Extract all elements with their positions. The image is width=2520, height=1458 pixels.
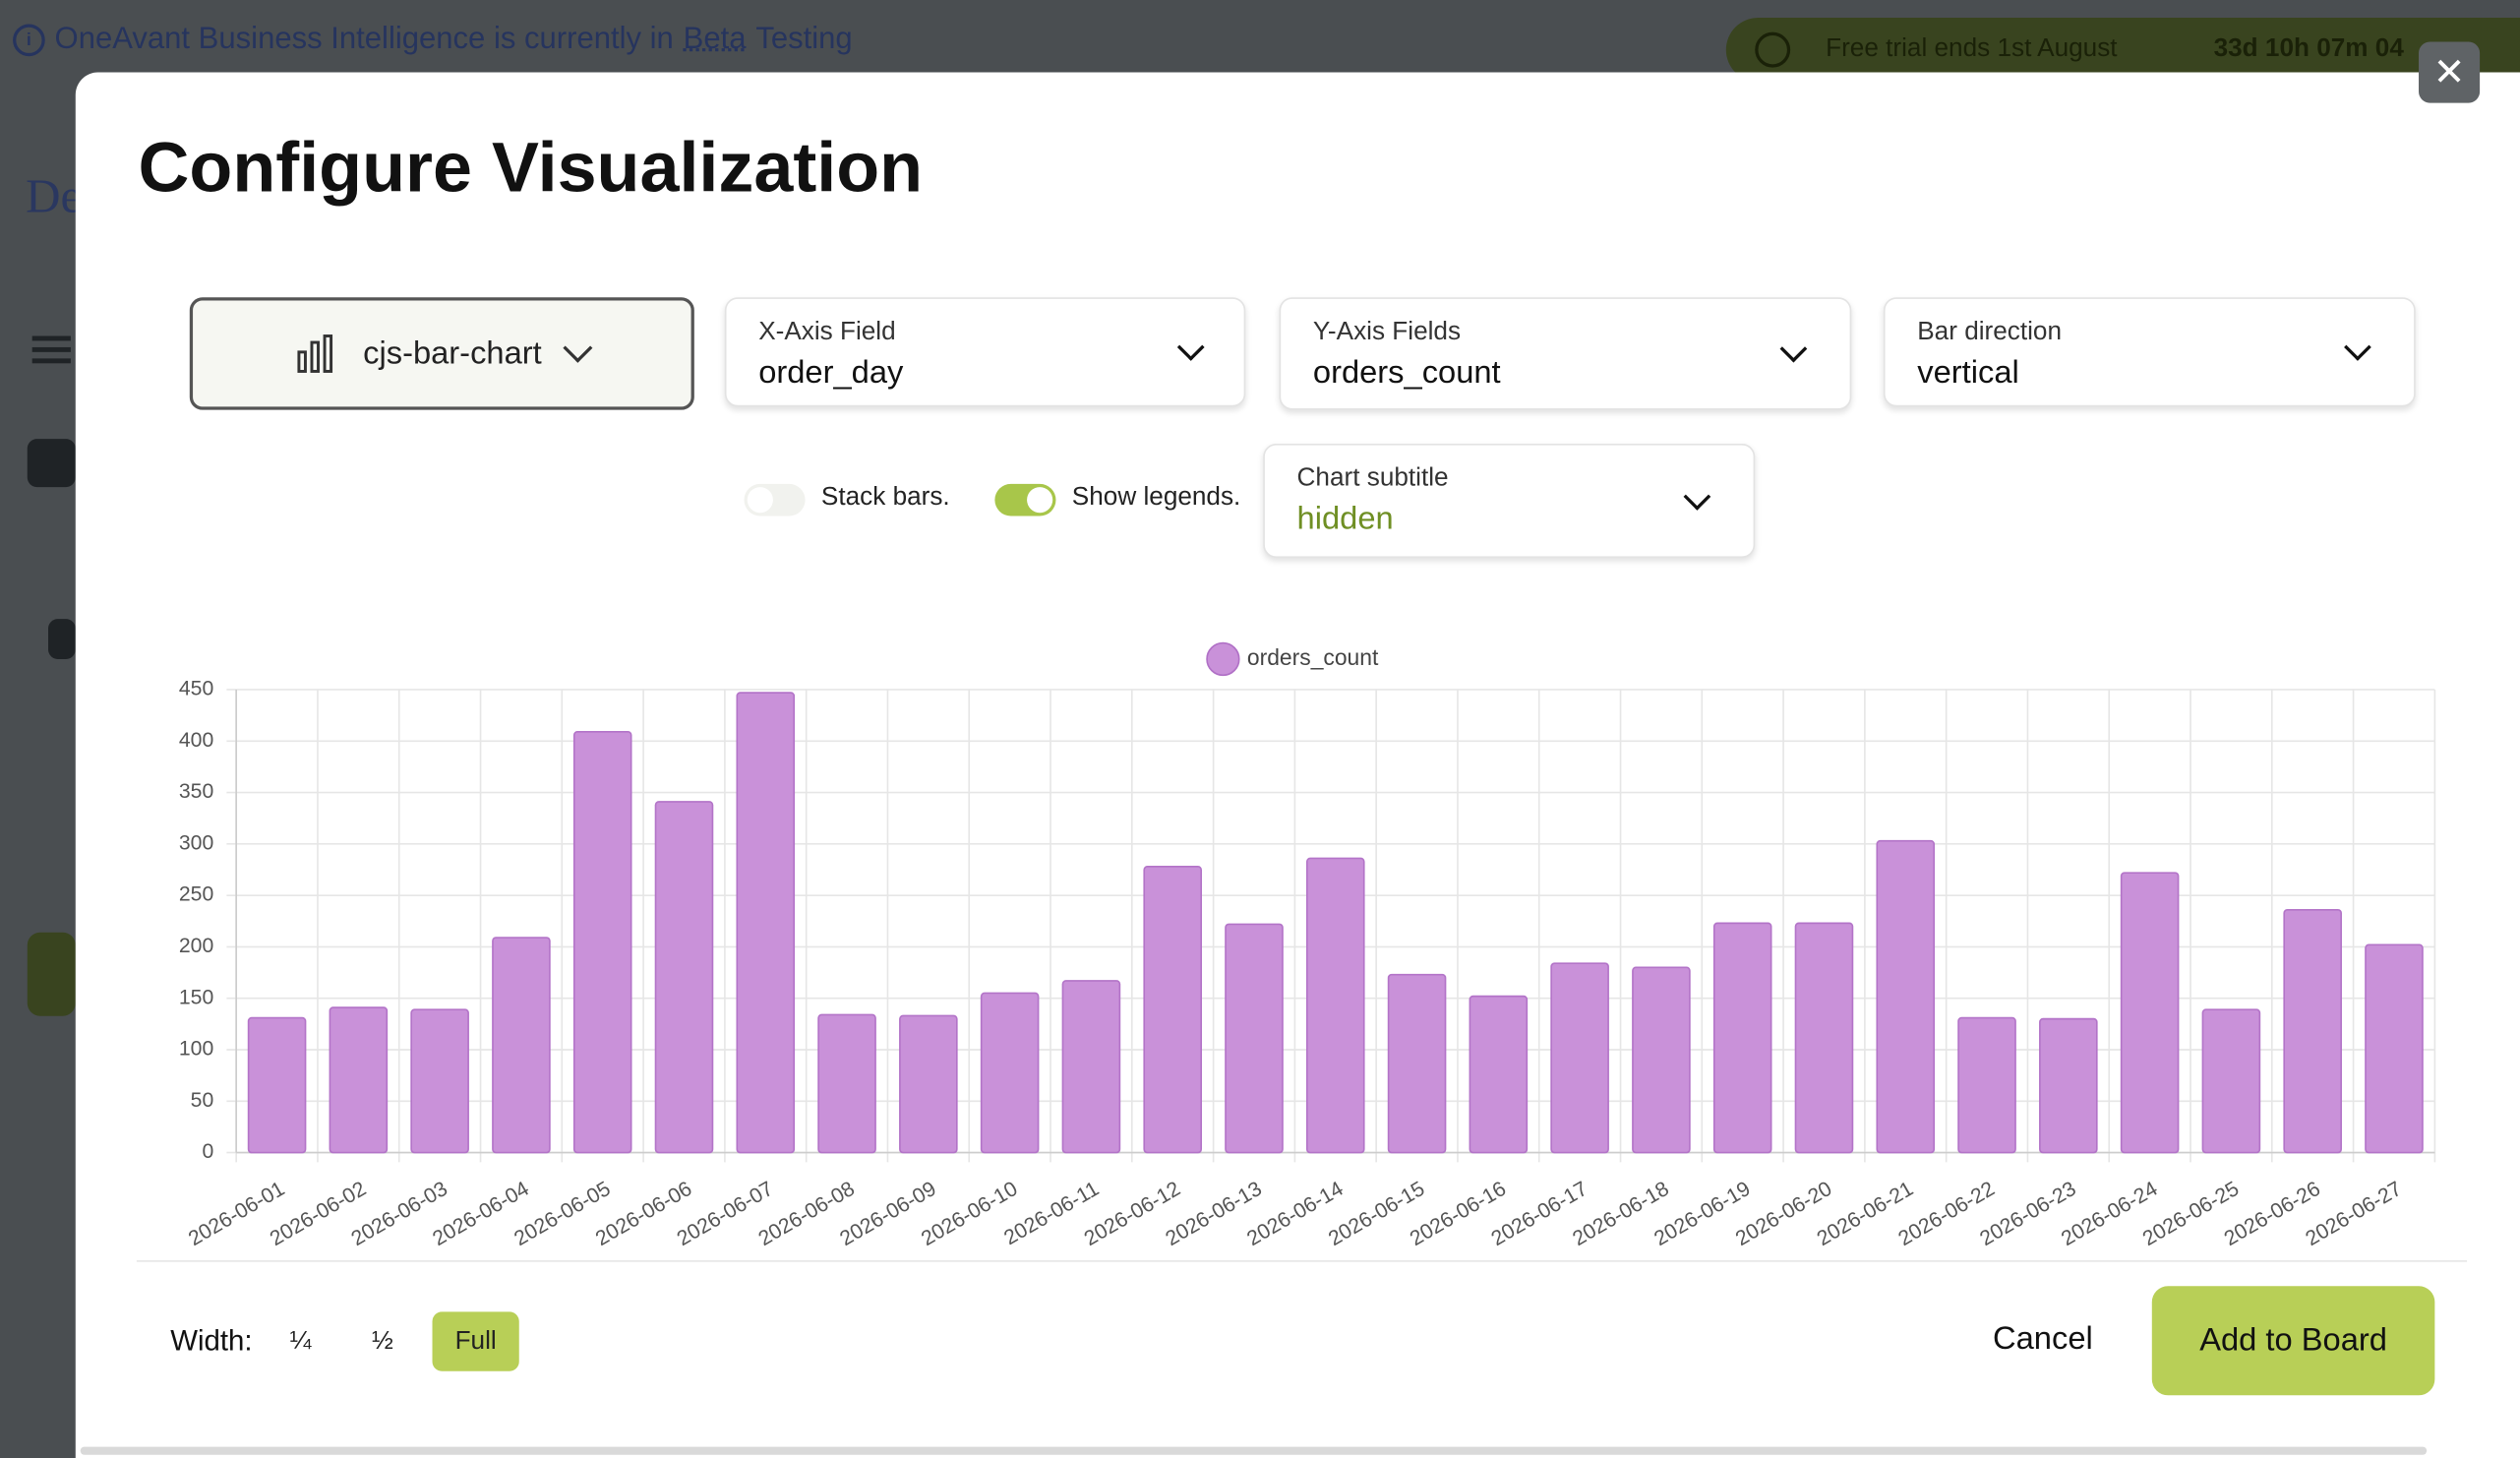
legend-swatch	[1206, 641, 1240, 677]
y-field-select[interactable]: Y-Axis Fields orders_count	[1279, 297, 1852, 410]
select-value: order_day	[758, 355, 904, 392]
sidebar-icon[interactable]	[48, 619, 76, 659]
bar	[2365, 943, 2424, 1154]
bar	[492, 937, 551, 1154]
sidebar-title: De	[26, 170, 83, 224]
add-button[interactable]: Add to Board	[2151, 1286, 2435, 1396]
y-tick-label: 150	[179, 985, 213, 1008]
y-tick-label: 400	[179, 728, 213, 752]
bar	[1550, 962, 1609, 1154]
bar	[2201, 1008, 2261, 1154]
bar	[2120, 872, 2180, 1154]
y-tick-label: 300	[179, 830, 213, 854]
select-label: Y-Axis Fields	[1312, 318, 1462, 346]
bar-icon	[297, 334, 332, 373]
y-tick-label: 0	[202, 1139, 213, 1163]
close-button[interactable]: ✕	[2419, 41, 2481, 103]
legend-toggle[interactable]	[994, 483, 1056, 516]
select-value: hidden	[1296, 501, 1394, 537]
banner-link[interactable]: Beta	[683, 22, 747, 57]
select-value: orders_count	[1312, 355, 1501, 392]
toggle-label: Stack bars.	[820, 483, 950, 512]
bar	[1469, 995, 1529, 1154]
y-tick-label: 100	[179, 1037, 213, 1061]
direction-select[interactable]: Bar direction vertical	[1883, 297, 2416, 407]
cancel-button[interactable]: Cancel	[1993, 1321, 2093, 1358]
chart-type: cjs-bar-chart	[363, 334, 542, 371]
legend-label: orders_count	[1247, 644, 1379, 670]
bar	[899, 1014, 958, 1154]
info-icon: i	[13, 24, 45, 57]
select-label: Bar direction	[1917, 318, 2063, 346]
sidebar-active[interactable]	[27, 932, 76, 1016]
select-value: vertical	[1917, 355, 2019, 392]
trial-text: Free trial ends 1st August	[1826, 34, 2118, 63]
toggle-knob	[747, 487, 773, 514]
trial-pill: Free trial ends 1st August 33d 10h 07m 0…	[1725, 17, 2520, 83]
bar	[329, 1006, 389, 1154]
toggle-knob	[1027, 487, 1053, 514]
width-option[interactable]: ½	[371, 1326, 393, 1355]
bar	[1305, 857, 1365, 1154]
bar	[1632, 966, 1691, 1154]
bar	[654, 801, 714, 1154]
stack-toggle[interactable]	[744, 483, 806, 516]
bar	[572, 731, 632, 1154]
select-label: Chart subtitle	[1296, 464, 1449, 493]
y-tick-label: 200	[179, 934, 213, 957]
bar	[2283, 908, 2342, 1154]
beta-banner: i OneAvant Business Intelligence is curr…	[13, 23, 853, 58]
bar	[736, 692, 796, 1154]
bar	[817, 1013, 876, 1154]
width-option[interactable]: Full	[432, 1311, 519, 1371]
bar	[1387, 973, 1447, 1154]
subtitle-select[interactable]: Chart subtitle hidden	[1263, 443, 1756, 558]
x-field-select[interactable]: X-Axis Field order_day	[724, 297, 1246, 407]
y-tick-label: 250	[179, 882, 213, 906]
bar	[410, 1008, 469, 1154]
bar	[1061, 980, 1121, 1154]
bar	[1225, 923, 1284, 1154]
countdown: 33d 10h 07m 04	[2213, 34, 2404, 63]
bar	[1794, 922, 1854, 1154]
y-tick-label: 450	[179, 677, 213, 700]
bar	[1143, 866, 1202, 1154]
menu-icon[interactable]	[31, 335, 71, 341]
sidebar-icon[interactable]	[27, 439, 76, 488]
modal-title: Configure Visualization	[138, 128, 924, 208]
banner-text: Testing	[755, 22, 853, 57]
width-label: Width:	[170, 1324, 253, 1358]
select-label: X-Axis Field	[758, 318, 896, 346]
scrollbar	[80, 1446, 2428, 1455]
bar	[1957, 1016, 2016, 1154]
banner-text: OneAvant Business Intelligence is curren…	[54, 22, 674, 57]
toggle-label: Show legends.	[1071, 483, 1241, 512]
bar	[247, 1016, 307, 1154]
y-tick-label: 50	[191, 1088, 214, 1112]
clock-icon	[1755, 31, 1791, 68]
bar	[2039, 1017, 2098, 1154]
bar	[1876, 839, 1936, 1154]
width-option[interactable]: ¼	[289, 1326, 312, 1355]
divider	[136, 1260, 2468, 1262]
bar	[1712, 922, 1772, 1154]
bar	[980, 992, 1040, 1154]
y-tick-label: 350	[179, 779, 213, 803]
chart-type-select[interactable]: cjs-bar-chart	[189, 297, 694, 410]
